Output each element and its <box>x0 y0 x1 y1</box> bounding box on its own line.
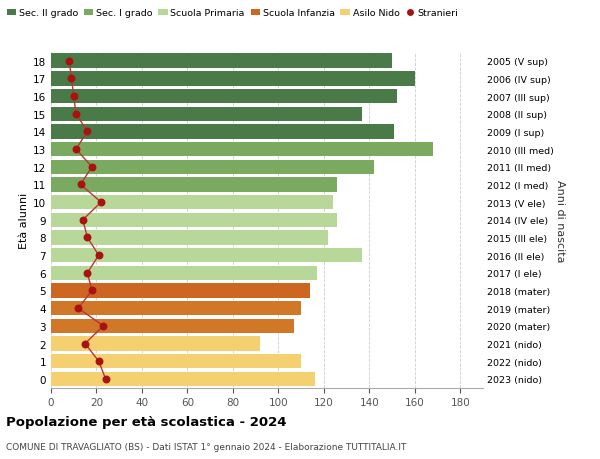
Point <box>71 111 81 118</box>
Point <box>69 93 79 101</box>
Bar <box>51 301 301 316</box>
Point <box>101 375 110 383</box>
Text: Popolazione per età scolastica - 2024: Popolazione per età scolastica - 2024 <box>6 415 287 428</box>
Point <box>83 129 92 136</box>
Bar <box>51 90 397 104</box>
Point <box>83 234 92 241</box>
Point <box>98 323 108 330</box>
Bar <box>51 266 317 280</box>
Point <box>73 305 83 312</box>
Bar <box>51 143 433 157</box>
Bar <box>51 178 337 192</box>
Point <box>78 217 88 224</box>
Bar <box>51 372 315 386</box>
Bar <box>51 72 415 86</box>
Bar <box>51 196 333 210</box>
Bar <box>51 336 260 351</box>
Bar <box>51 354 301 369</box>
Bar <box>51 231 328 245</box>
Bar <box>51 213 337 228</box>
Bar <box>51 160 374 174</box>
Point <box>71 146 81 153</box>
Point <box>80 340 90 347</box>
Bar <box>51 248 362 263</box>
Point <box>67 76 76 83</box>
Y-axis label: Anni di nascita: Anni di nascita <box>555 179 565 262</box>
Bar <box>51 284 310 298</box>
Point <box>87 164 97 171</box>
Legend: Sec. II grado, Sec. I grado, Scuola Primaria, Scuola Infanzia, Asilo Nido, Stran: Sec. II grado, Sec. I grado, Scuola Prim… <box>3 6 462 22</box>
Bar <box>51 125 394 140</box>
Point <box>76 181 85 189</box>
Point <box>83 269 92 277</box>
Point <box>64 58 74 65</box>
Bar <box>51 107 362 122</box>
Bar <box>51 54 392 69</box>
Point <box>96 199 106 207</box>
Text: COMUNE DI TRAVAGLIATO (BS) - Dati ISTAT 1° gennaio 2024 - Elaborazione TUTTITALI: COMUNE DI TRAVAGLIATO (BS) - Dati ISTAT … <box>6 442 406 451</box>
Point <box>87 287 97 295</box>
Point <box>94 358 104 365</box>
Y-axis label: Età alunni: Età alunni <box>19 192 29 248</box>
Bar <box>51 319 294 333</box>
Point <box>94 252 104 259</box>
